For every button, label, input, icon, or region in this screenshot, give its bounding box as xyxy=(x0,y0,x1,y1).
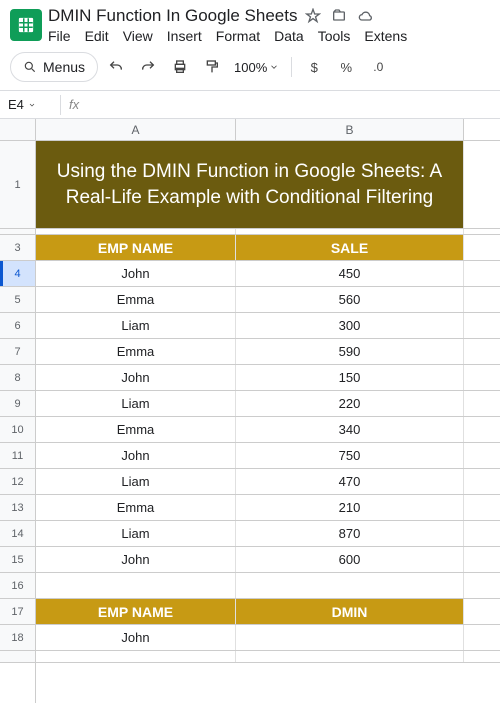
cell[interactable] xyxy=(36,229,236,234)
cell[interactable]: Using the DMIN Function in Google Sheets… xyxy=(36,141,464,228)
cell[interactable]: 300 xyxy=(236,313,464,338)
cell[interactable]: Liam xyxy=(36,391,236,416)
cell[interactable]: EMP NAME xyxy=(36,599,236,624)
row-header[interactable]: 8 xyxy=(0,365,35,391)
name-box[interactable]: E4 xyxy=(0,97,60,112)
row-header[interactable]: 16 xyxy=(0,573,35,599)
toolbar: Menus 100% $ % .0 xyxy=(0,44,500,91)
cell[interactable] xyxy=(236,625,464,650)
decrease-decimal-button[interactable]: .0 xyxy=(364,53,392,81)
cell[interactable]: 470 xyxy=(236,469,464,494)
column-header-a[interactable]: A xyxy=(36,119,236,140)
menu-view[interactable]: View xyxy=(123,28,153,44)
row-header[interactable]: 9 xyxy=(0,391,35,417)
row-header[interactable] xyxy=(0,651,35,663)
menu-data[interactable]: Data xyxy=(274,28,304,44)
cell[interactable]: John xyxy=(36,625,236,650)
move-icon[interactable] xyxy=(331,8,347,24)
row-header[interactable]: 15 xyxy=(0,547,35,573)
cell[interactable]: 340 xyxy=(236,417,464,442)
cell[interactable]: 210 xyxy=(236,495,464,520)
cell[interactable]: 600 xyxy=(236,547,464,572)
row-header[interactable]: 18 xyxy=(0,625,35,651)
row-header[interactable]: 13 xyxy=(0,495,35,521)
menu-bar: File Edit View Insert Format Data Tools … xyxy=(48,26,490,44)
undo-button[interactable] xyxy=(102,53,130,81)
cell[interactable]: 750 xyxy=(236,443,464,468)
formula-bar[interactable]: fx xyxy=(61,97,87,112)
cell[interactable]: Liam xyxy=(36,469,236,494)
cell[interactable]: 150 xyxy=(236,365,464,390)
separator xyxy=(291,57,292,77)
cell[interactable]: John xyxy=(36,365,236,390)
row-header[interactable]: 5 xyxy=(0,287,35,313)
cell[interactable]: 220 xyxy=(236,391,464,416)
menu-insert[interactable]: Insert xyxy=(167,28,202,44)
cell[interactable]: DMIN xyxy=(236,599,464,624)
chevron-down-icon xyxy=(28,101,36,109)
row-header[interactable]: 11 xyxy=(0,443,35,469)
cell[interactable]: 560 xyxy=(236,287,464,312)
document-title[interactable]: DMIN Function In Google Sheets xyxy=(48,6,297,26)
menu-tools[interactable]: Tools xyxy=(318,28,351,44)
row-header[interactable]: 1 xyxy=(0,141,35,229)
menu-file[interactable]: File xyxy=(48,28,71,44)
row-header[interactable]: 7 xyxy=(0,339,35,365)
zoom-select[interactable]: 100% xyxy=(230,60,283,75)
print-button[interactable] xyxy=(166,53,194,81)
cell[interactable] xyxy=(36,651,236,662)
cell[interactable] xyxy=(236,573,464,598)
cell[interactable]: 450 xyxy=(236,261,464,286)
cell[interactable]: John xyxy=(36,261,236,286)
row-header[interactable]: 6 xyxy=(0,313,35,339)
column-header-b[interactable]: B xyxy=(236,119,464,140)
cell[interactable]: Emma xyxy=(36,495,236,520)
row-header[interactable]: 12 xyxy=(0,469,35,495)
percent-button[interactable]: % xyxy=(332,53,360,81)
row-header[interactable]: 10 xyxy=(0,417,35,443)
cell[interactable]: Emma xyxy=(36,287,236,312)
menu-format[interactable]: Format xyxy=(216,28,260,44)
search-icon xyxy=(23,60,37,74)
cell[interactable]: EMP NAME xyxy=(36,235,236,260)
cell[interactable]: Emma xyxy=(36,339,236,364)
cell[interactable]: SALE xyxy=(236,235,464,260)
select-all-corner[interactable] xyxy=(0,119,36,141)
cell[interactable] xyxy=(36,573,236,598)
menu-extensions[interactable]: Extens xyxy=(364,28,407,44)
cell[interactable]: John xyxy=(36,443,236,468)
cell[interactable]: Liam xyxy=(36,313,236,338)
sheets-logo[interactable] xyxy=(10,9,42,41)
row-header[interactable]: 17 xyxy=(0,599,35,625)
cell[interactable]: John xyxy=(36,547,236,572)
cell[interactable] xyxy=(236,229,464,234)
paint-format-button[interactable] xyxy=(198,53,226,81)
currency-button[interactable]: $ xyxy=(300,53,328,81)
search-menus[interactable]: Menus xyxy=(10,52,98,82)
row-header[interactable]: 14 xyxy=(0,521,35,547)
cell[interactable]: 590 xyxy=(236,339,464,364)
row-header[interactable]: 4 xyxy=(0,261,35,287)
menu-edit[interactable]: Edit xyxy=(85,28,109,44)
chevron-down-icon xyxy=(269,62,279,72)
cell[interactable]: Liam xyxy=(36,521,236,546)
star-icon[interactable] xyxy=(305,8,321,24)
cell[interactable] xyxy=(236,651,464,662)
cell[interactable]: Emma xyxy=(36,417,236,442)
row-header[interactable]: 3 xyxy=(0,235,35,261)
cell[interactable]: 870 xyxy=(236,521,464,546)
redo-button[interactable] xyxy=(134,53,162,81)
cloud-icon[interactable] xyxy=(357,8,375,24)
menus-label: Menus xyxy=(43,59,85,75)
